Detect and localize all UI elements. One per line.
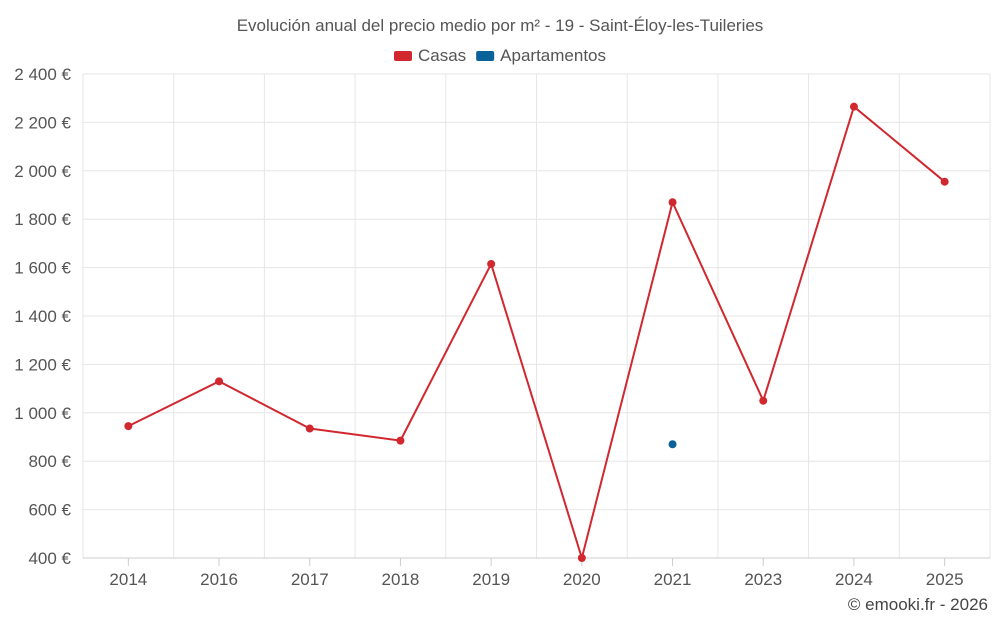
data-point[interactable] — [668, 440, 677, 449]
data-point[interactable] — [305, 424, 314, 433]
axes: 400 € 600 € 800 € 1 000 € 1 200 € 1 400 € 1 60… — [14, 65, 990, 589]
data-point[interactable] — [215, 377, 224, 386]
y-tick-label: 1 800 € — [14, 210, 71, 229]
y-tick-label: 1 000 € — [14, 404, 71, 423]
chart-title: Evolución anual del precio medio por m² … — [237, 16, 764, 35]
data-point[interactable] — [849, 102, 858, 111]
credit-text: © emooki.fr - 2026 — [848, 595, 988, 614]
legend-swatch — [393, 51, 412, 61]
grid-lines — [82, 73, 991, 559]
legend[interactable]: Casas Apartamentos — [393, 46, 606, 65]
data-point[interactable] — [487, 259, 496, 268]
legend-label: Casas — [418, 46, 466, 65]
legend-item-apartamentos[interactable]: Apartamentos — [476, 46, 606, 65]
legend-label: Apartamentos — [500, 46, 606, 65]
y-tick-label: 1 400 € — [14, 307, 71, 326]
series-line — [127, 105, 946, 559]
data-point[interactable] — [668, 198, 677, 207]
x-tick-label: 2016 — [200, 570, 238, 589]
y-tick-label: 800 € — [28, 452, 71, 471]
y-tick-label: 400 € — [28, 549, 71, 568]
y-tick-label: 2 200 € — [14, 113, 71, 132]
x-tick-label: 2020 — [563, 570, 601, 589]
x-tick-label: 2014 — [109, 570, 147, 589]
x-tick-label: 2019 — [472, 570, 510, 589]
x-tick-label: 2023 — [744, 570, 782, 589]
legend-swatch — [476, 51, 495, 61]
y-tick-label: 1 200 € — [14, 355, 71, 374]
data-point[interactable] — [124, 422, 133, 431]
data-point[interactable] — [940, 177, 949, 186]
series-casas — [124, 102, 949, 562]
y-tick-label: 1 600 € — [14, 259, 71, 278]
legend-item-casas[interactable]: Casas — [393, 46, 466, 65]
x-tick-label: 2024 — [835, 570, 873, 589]
y-tick-label: 2 400 € — [14, 65, 71, 84]
series — [124, 102, 949, 562]
x-tick-label: 2021 — [654, 570, 692, 589]
y-tick-label: 600 € — [28, 501, 71, 520]
y-tick-label: 2 000 € — [14, 162, 71, 181]
data-point[interactable] — [577, 554, 586, 562]
data-point[interactable] — [396, 436, 405, 445]
x-tick-label: 2018 — [382, 570, 420, 589]
x-tick-label: 2025 — [926, 570, 964, 589]
data-point[interactable] — [759, 396, 768, 405]
x-tick-label: 2017 — [291, 570, 329, 589]
series-apartamentos — [668, 440, 677, 449]
